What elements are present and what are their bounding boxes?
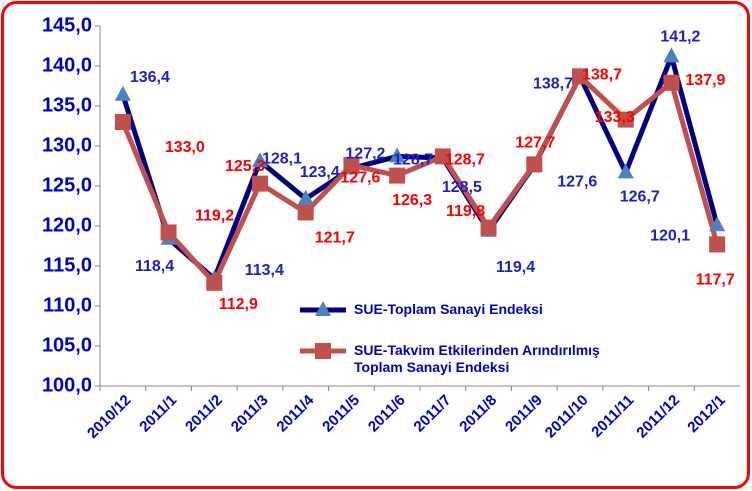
y-tick-label: 130,0	[42, 134, 92, 156]
value-label: 133,3	[595, 109, 635, 126]
legend-marker	[315, 301, 331, 316]
value-label: 119,2	[195, 208, 234, 225]
value-label: 119,8	[446, 203, 485, 220]
y-tick-label: 115,0	[43, 254, 92, 276]
data-point	[160, 224, 177, 241]
value-label: 137,9	[685, 72, 725, 89]
data-point	[709, 236, 726, 253]
value-label: 138,7	[533, 76, 573, 93]
value-label: 127,7	[515, 135, 555, 152]
value-label: 121,7	[315, 230, 355, 247]
data-point	[297, 189, 314, 205]
value-label: 117,7	[696, 272, 735, 289]
data-point	[114, 85, 131, 101]
value-label: 138,7	[582, 67, 622, 84]
y-tick-label: 120,0	[42, 214, 92, 236]
data-point	[663, 74, 680, 91]
value-label: 133,0	[165, 139, 205, 156]
data-point	[480, 219, 497, 236]
data-point	[389, 147, 406, 163]
value-label: 128,7	[445, 152, 485, 169]
value-label: 119,4	[496, 259, 535, 276]
data-point	[526, 156, 543, 173]
legend-entry: SUE-Toplam Sanayi Endeksi	[354, 301, 543, 317]
value-label: 128,5	[442, 179, 482, 196]
data-point	[343, 157, 360, 174]
value-label: 127,6	[557, 173, 597, 190]
value-label: 141,2	[660, 29, 700, 46]
y-tick-label: 100,0	[42, 374, 92, 396]
value-label: 136,4	[130, 69, 170, 86]
data-point	[617, 163, 634, 179]
value-label: 128,1	[262, 150, 302, 167]
data-point	[206, 274, 223, 291]
data-point	[572, 68, 588, 85]
value-label: 127,2	[345, 146, 385, 163]
value-label: 126,3	[392, 192, 432, 209]
legend-marker	[315, 343, 331, 359]
value-label: 113,4	[245, 262, 284, 279]
y-tick-label: 105,0	[42, 334, 92, 356]
data-point	[617, 111, 634, 128]
value-label: 120,1	[650, 227, 690, 244]
value-label: 126,7	[620, 189, 660, 206]
data-point	[114, 114, 131, 130]
value-label: 127,6	[340, 169, 380, 186]
y-tick-label: 135,0	[42, 94, 92, 116]
y-tick-label: 145,0	[42, 14, 92, 36]
value-label: 125,3	[225, 158, 265, 175]
data-point	[389, 167, 406, 184]
y-tick-label: 140,0	[42, 54, 92, 76]
series-line	[120, 53, 720, 282]
data-point	[663, 47, 680, 63]
value-label: 128,7	[393, 152, 433, 169]
data-point	[297, 204, 314, 221]
value-label: 118,4	[135, 258, 174, 275]
y-tick-label: 125,0	[42, 174, 92, 196]
data-point	[252, 152, 268, 168]
data-point	[434, 148, 451, 165]
legend-label: SUE-Toplam Sanayi Endeksi	[354, 301, 543, 317]
legend-entry: SUE-Takvim Etkilerinden Arındırılmış Top…	[354, 342, 600, 375]
data-point	[709, 216, 726, 232]
legend-label: SUE-Takvim Etkilerinden Arındırılmış Top…	[354, 342, 600, 375]
value-label: 112,9	[219, 296, 258, 313]
data-point	[252, 175, 268, 192]
y-tick-label: 110,0	[43, 294, 92, 316]
value-label: 123,4	[300, 164, 340, 181]
